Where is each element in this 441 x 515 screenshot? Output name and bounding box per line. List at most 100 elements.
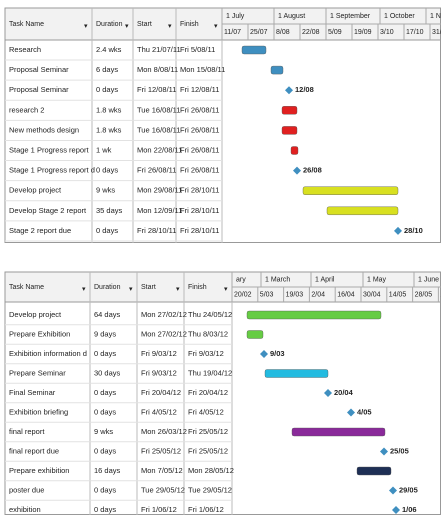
cell[interactable]: 64 days bbox=[94, 310, 121, 319]
cell[interactable]: Fri 1/06/12 bbox=[188, 505, 224, 514]
cell[interactable]: Prepare exhibition bbox=[9, 466, 69, 475]
cell[interactable]: Fri 20/04/12 bbox=[188, 388, 228, 397]
column-header[interactable]: Duration bbox=[96, 21, 123, 28]
milestone[interactable] bbox=[293, 166, 301, 175]
cell[interactable]: research 2 bbox=[9, 105, 44, 114]
cell[interactable]: Proposal Seminar bbox=[9, 85, 69, 94]
column-header[interactable]: Start bbox=[137, 21, 152, 28]
milestone[interactable] bbox=[347, 408, 355, 417]
milestone[interactable] bbox=[392, 506, 400, 514]
gantt-bar[interactable] bbox=[290, 146, 299, 155]
gantt-bar[interactable] bbox=[281, 106, 298, 115]
cell[interactable]: Fri 5/08/11 bbox=[180, 45, 215, 54]
cell[interactable]: 0 days bbox=[94, 388, 116, 397]
cell[interactable]: Thu 8/03/12 bbox=[188, 329, 228, 338]
cell[interactable]: Mon 26/03/12 bbox=[141, 427, 187, 436]
cell[interactable]: Thu 24/05/12 bbox=[188, 310, 232, 319]
cell[interactable]: 30 days bbox=[94, 368, 121, 377]
cell[interactable]: Tue 16/08/11 bbox=[137, 105, 180, 114]
milestone[interactable] bbox=[389, 486, 397, 495]
gantt-bar[interactable] bbox=[246, 310, 382, 320]
cell[interactable]: 0 days bbox=[96, 226, 118, 235]
cell[interactable]: New methods design bbox=[9, 125, 79, 134]
milestone[interactable] bbox=[380, 447, 388, 456]
cell[interactable]: Fri 12/08/11 bbox=[137, 85, 176, 94]
milestone[interactable] bbox=[285, 86, 293, 95]
cell[interactable]: Mon 8/08/11 bbox=[137, 65, 178, 74]
column-header[interactable]: Duration bbox=[94, 284, 121, 291]
cell[interactable]: Prepare Exhibition bbox=[9, 329, 70, 338]
column-header[interactable]: Finish bbox=[188, 284, 207, 291]
cell[interactable]: 0 days bbox=[96, 166, 118, 175]
cell[interactable]: Exhibition briefing bbox=[9, 407, 68, 416]
cell[interactable]: Stage 2 report due bbox=[9, 226, 71, 235]
cell[interactable]: Fri 26/08/11 bbox=[180, 125, 219, 134]
cell[interactable]: poster due bbox=[9, 485, 44, 494]
gantt-bar[interactable] bbox=[264, 369, 329, 378]
cell[interactable]: Mon 27/02/12 bbox=[141, 310, 187, 319]
gantt-bar[interactable] bbox=[246, 330, 264, 339]
cell[interactable]: Tue 16/08/11 bbox=[137, 125, 180, 134]
cell[interactable]: 9 wks bbox=[96, 186, 115, 195]
dropdown-arrow[interactable]: ▾ bbox=[168, 23, 172, 30]
cell[interactable]: Mon 15/08/11 bbox=[180, 65, 225, 74]
cell[interactable]: 0 days bbox=[94, 485, 116, 494]
cell[interactable]: Fri 25/05/12 bbox=[141, 446, 181, 455]
cell[interactable]: 0 days bbox=[94, 446, 116, 455]
cell[interactable]: Fri 4/05/12 bbox=[141, 407, 177, 416]
cell[interactable]: 9 wks bbox=[94, 427, 113, 436]
cell[interactable]: 35 days bbox=[96, 206, 123, 215]
gantt-bar[interactable] bbox=[270, 65, 284, 75]
cell[interactable]: Fri 25/05/12 bbox=[188, 427, 228, 436]
cell[interactable]: Fri 1/06/12 bbox=[141, 505, 177, 514]
cell[interactable]: Fri 26/08/11 bbox=[180, 145, 219, 154]
cell[interactable]: Fri 26/08/11 bbox=[180, 166, 219, 175]
cell[interactable]: 1.8 wks bbox=[96, 105, 122, 114]
cell[interactable]: Fri 12/08/11 bbox=[180, 85, 219, 94]
cell[interactable]: Fri 28/10/11 bbox=[180, 226, 219, 235]
cell[interactable]: Fri 28/10/11 bbox=[180, 186, 219, 195]
cell[interactable]: 6 days bbox=[96, 65, 118, 74]
cell[interactable]: Fri 9/03/12 bbox=[141, 368, 177, 377]
column-header[interactable]: Finish bbox=[180, 21, 199, 28]
cell[interactable]: 9 days bbox=[94, 329, 116, 338]
cell[interactable]: Research bbox=[9, 45, 41, 54]
cell[interactable]: Develop project bbox=[9, 310, 62, 319]
cell[interactable]: Tue 29/05/12 bbox=[141, 485, 185, 494]
column-header[interactable]: Task Name bbox=[9, 21, 44, 28]
cell[interactable]: 0 days bbox=[94, 407, 116, 416]
cell[interactable]: Thu 21/07/11 bbox=[137, 45, 181, 54]
cell[interactable]: final report due bbox=[9, 446, 59, 455]
cell[interactable]: 0 days bbox=[94, 505, 116, 514]
cell[interactable]: 1 wk bbox=[96, 145, 112, 154]
cell[interactable]: Mon 7/05/12 bbox=[141, 466, 183, 475]
gantt-bar[interactable] bbox=[241, 45, 267, 55]
cell[interactable]: Fri 25/05/12 bbox=[188, 446, 228, 455]
cell[interactable]: Mon 27/02/12 bbox=[141, 329, 187, 338]
dropdown-arrow[interactable]: ▾ bbox=[82, 286, 86, 293]
gantt-bar[interactable] bbox=[356, 466, 392, 476]
cell[interactable]: Thu 19/04/12 bbox=[188, 368, 232, 377]
cell[interactable]: Mon 22/08/11 bbox=[137, 145, 182, 154]
gantt-bar[interactable] bbox=[281, 126, 298, 135]
cell[interactable]: Prepare Seminar bbox=[9, 368, 66, 377]
cell[interactable]: Proposal Seminar bbox=[9, 65, 69, 74]
gantt-bar[interactable] bbox=[302, 186, 399, 195]
dropdown-arrow[interactable]: ▾ bbox=[214, 23, 218, 30]
milestone[interactable] bbox=[324, 389, 332, 397]
cell[interactable]: Fri 26/08/11 bbox=[137, 166, 176, 175]
cell[interactable]: Fri 9/03/12 bbox=[188, 349, 224, 358]
cell[interactable]: 2.4 wks bbox=[96, 45, 122, 54]
cell[interactable]: final report bbox=[9, 427, 45, 436]
dropdown-arrow[interactable]: ▾ bbox=[125, 23, 129, 30]
cell[interactable]: Exhibition information d bbox=[9, 349, 87, 358]
cell[interactable]: Fri 9/03/12 bbox=[141, 349, 177, 358]
milestone[interactable] bbox=[394, 226, 402, 235]
cell[interactable]: Develop project bbox=[9, 186, 62, 195]
dropdown-arrow[interactable]: ▾ bbox=[84, 23, 88, 30]
cell[interactable]: Develop Stage 2 report bbox=[9, 206, 87, 215]
cell[interactable]: Mon 28/05/12 bbox=[188, 466, 234, 475]
cell[interactable]: exhibition bbox=[9, 505, 41, 514]
cell[interactable]: Fri 28/10/11 bbox=[137, 226, 176, 235]
dropdown-arrow[interactable]: ▾ bbox=[176, 286, 180, 293]
